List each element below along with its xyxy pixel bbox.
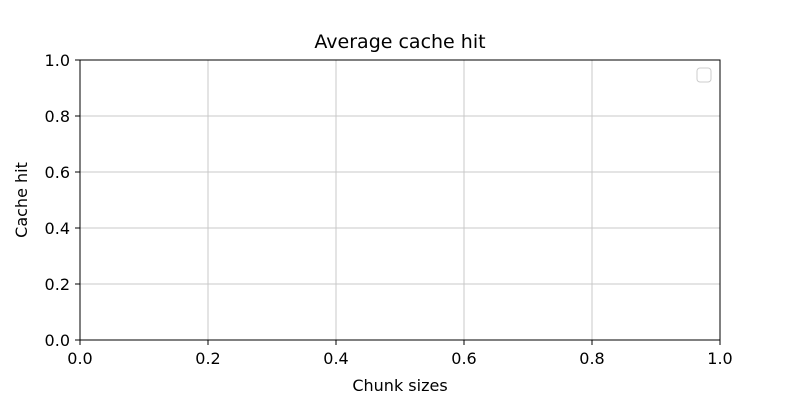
- x-tick-label: 0.6: [451, 349, 476, 368]
- legend-box: [696, 67, 712, 83]
- x-tick-label: 0.4: [323, 349, 348, 368]
- y-tick-label: 0.8: [45, 107, 70, 126]
- plot-area-frame: [79, 59, 721, 341]
- chart-title: Average cache hit: [314, 31, 485, 53]
- x-tick-label: 0.0: [67, 349, 92, 368]
- y-tick-label: 0.6: [45, 163, 70, 182]
- y-axis-ticks: 0.0 0.2 0.4 0.6 0.8 1.0: [45, 51, 80, 350]
- y-axis-label: Cache hit: [12, 162, 31, 238]
- x-axis-label: Chunk sizes: [352, 376, 447, 395]
- y-tick-label: 0.4: [45, 219, 70, 238]
- y-tick-label: 1.0: [45, 51, 70, 70]
- x-tick-label: 1.0: [707, 349, 732, 368]
- y-tick-label: 0.0: [45, 331, 70, 350]
- x-tick-label: 0.8: [579, 349, 604, 368]
- x-axis-ticks: 0.0 0.2 0.4 0.6 0.8 1.0: [67, 340, 733, 368]
- y-tick-label: 0.2: [45, 275, 70, 294]
- x-tick-label: 0.2: [195, 349, 220, 368]
